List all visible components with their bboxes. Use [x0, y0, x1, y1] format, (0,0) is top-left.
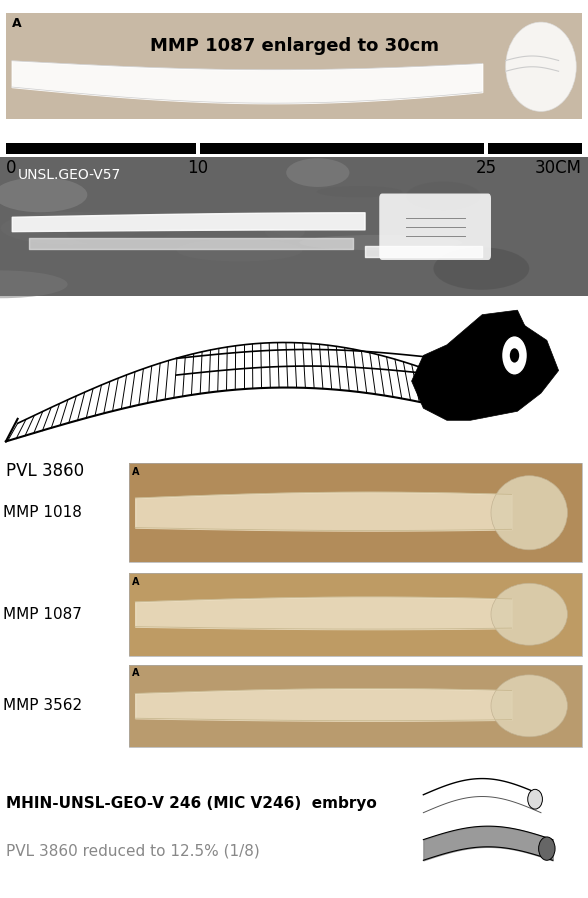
Ellipse shape	[528, 789, 543, 809]
Ellipse shape	[406, 181, 481, 211]
Polygon shape	[412, 310, 559, 420]
Bar	[129, 665, 582, 747]
Text: MHIN-UNSL-GEO-V 246 (MIC V246)  embryo: MHIN-UNSL-GEO-V 246 (MIC V246) embryo	[6, 797, 377, 811]
Text: PVL 3860 reduced to 12.5% (1/8): PVL 3860 reduced to 12.5% (1/8)	[6, 844, 260, 858]
Bar	[6, 143, 582, 154]
Ellipse shape	[491, 584, 567, 645]
Text: 0: 0	[6, 159, 16, 177]
Ellipse shape	[162, 227, 285, 255]
Bar	[196, 142, 200, 154]
Ellipse shape	[491, 476, 567, 550]
Text: A: A	[12, 17, 21, 30]
Text: A: A	[132, 467, 140, 477]
Text: MMP 3562: MMP 3562	[3, 699, 82, 713]
Ellipse shape	[506, 22, 576, 111]
Bar	[485, 142, 488, 154]
Ellipse shape	[539, 837, 555, 860]
Bar	[129, 573, 582, 656]
Ellipse shape	[1, 212, 141, 244]
Text: MMP 1087: MMP 1087	[3, 607, 82, 621]
Ellipse shape	[66, 219, 151, 245]
Ellipse shape	[491, 675, 567, 736]
Bar	[129, 463, 582, 562]
Circle shape	[502, 336, 527, 375]
Text: 25: 25	[476, 159, 497, 177]
Bar	[6, 13, 582, 119]
Ellipse shape	[433, 247, 529, 290]
Text: 10: 10	[188, 159, 209, 177]
Text: 30CM: 30CM	[535, 159, 582, 177]
Ellipse shape	[286, 158, 349, 187]
Ellipse shape	[0, 177, 87, 212]
Bar	[129, 665, 582, 747]
Text: MMP 1018: MMP 1018	[3, 506, 82, 520]
Bar	[0, 157, 588, 296]
Ellipse shape	[0, 270, 68, 298]
Bar	[129, 573, 582, 656]
Text: A: A	[132, 668, 140, 678]
Text: A: A	[132, 577, 140, 586]
FancyBboxPatch shape	[379, 194, 491, 260]
Ellipse shape	[265, 222, 305, 241]
Bar	[0, 303, 570, 453]
Text: PVL 3860: PVL 3860	[6, 462, 84, 480]
Bar	[129, 463, 582, 562]
Ellipse shape	[299, 235, 462, 251]
Text: MMP 1087 enlarged to 30cm: MMP 1087 enlarged to 30cm	[149, 37, 439, 55]
Ellipse shape	[176, 239, 303, 261]
Ellipse shape	[317, 186, 402, 198]
Text: UNSL.GEO-V57: UNSL.GEO-V57	[18, 168, 121, 182]
Circle shape	[510, 348, 519, 363]
